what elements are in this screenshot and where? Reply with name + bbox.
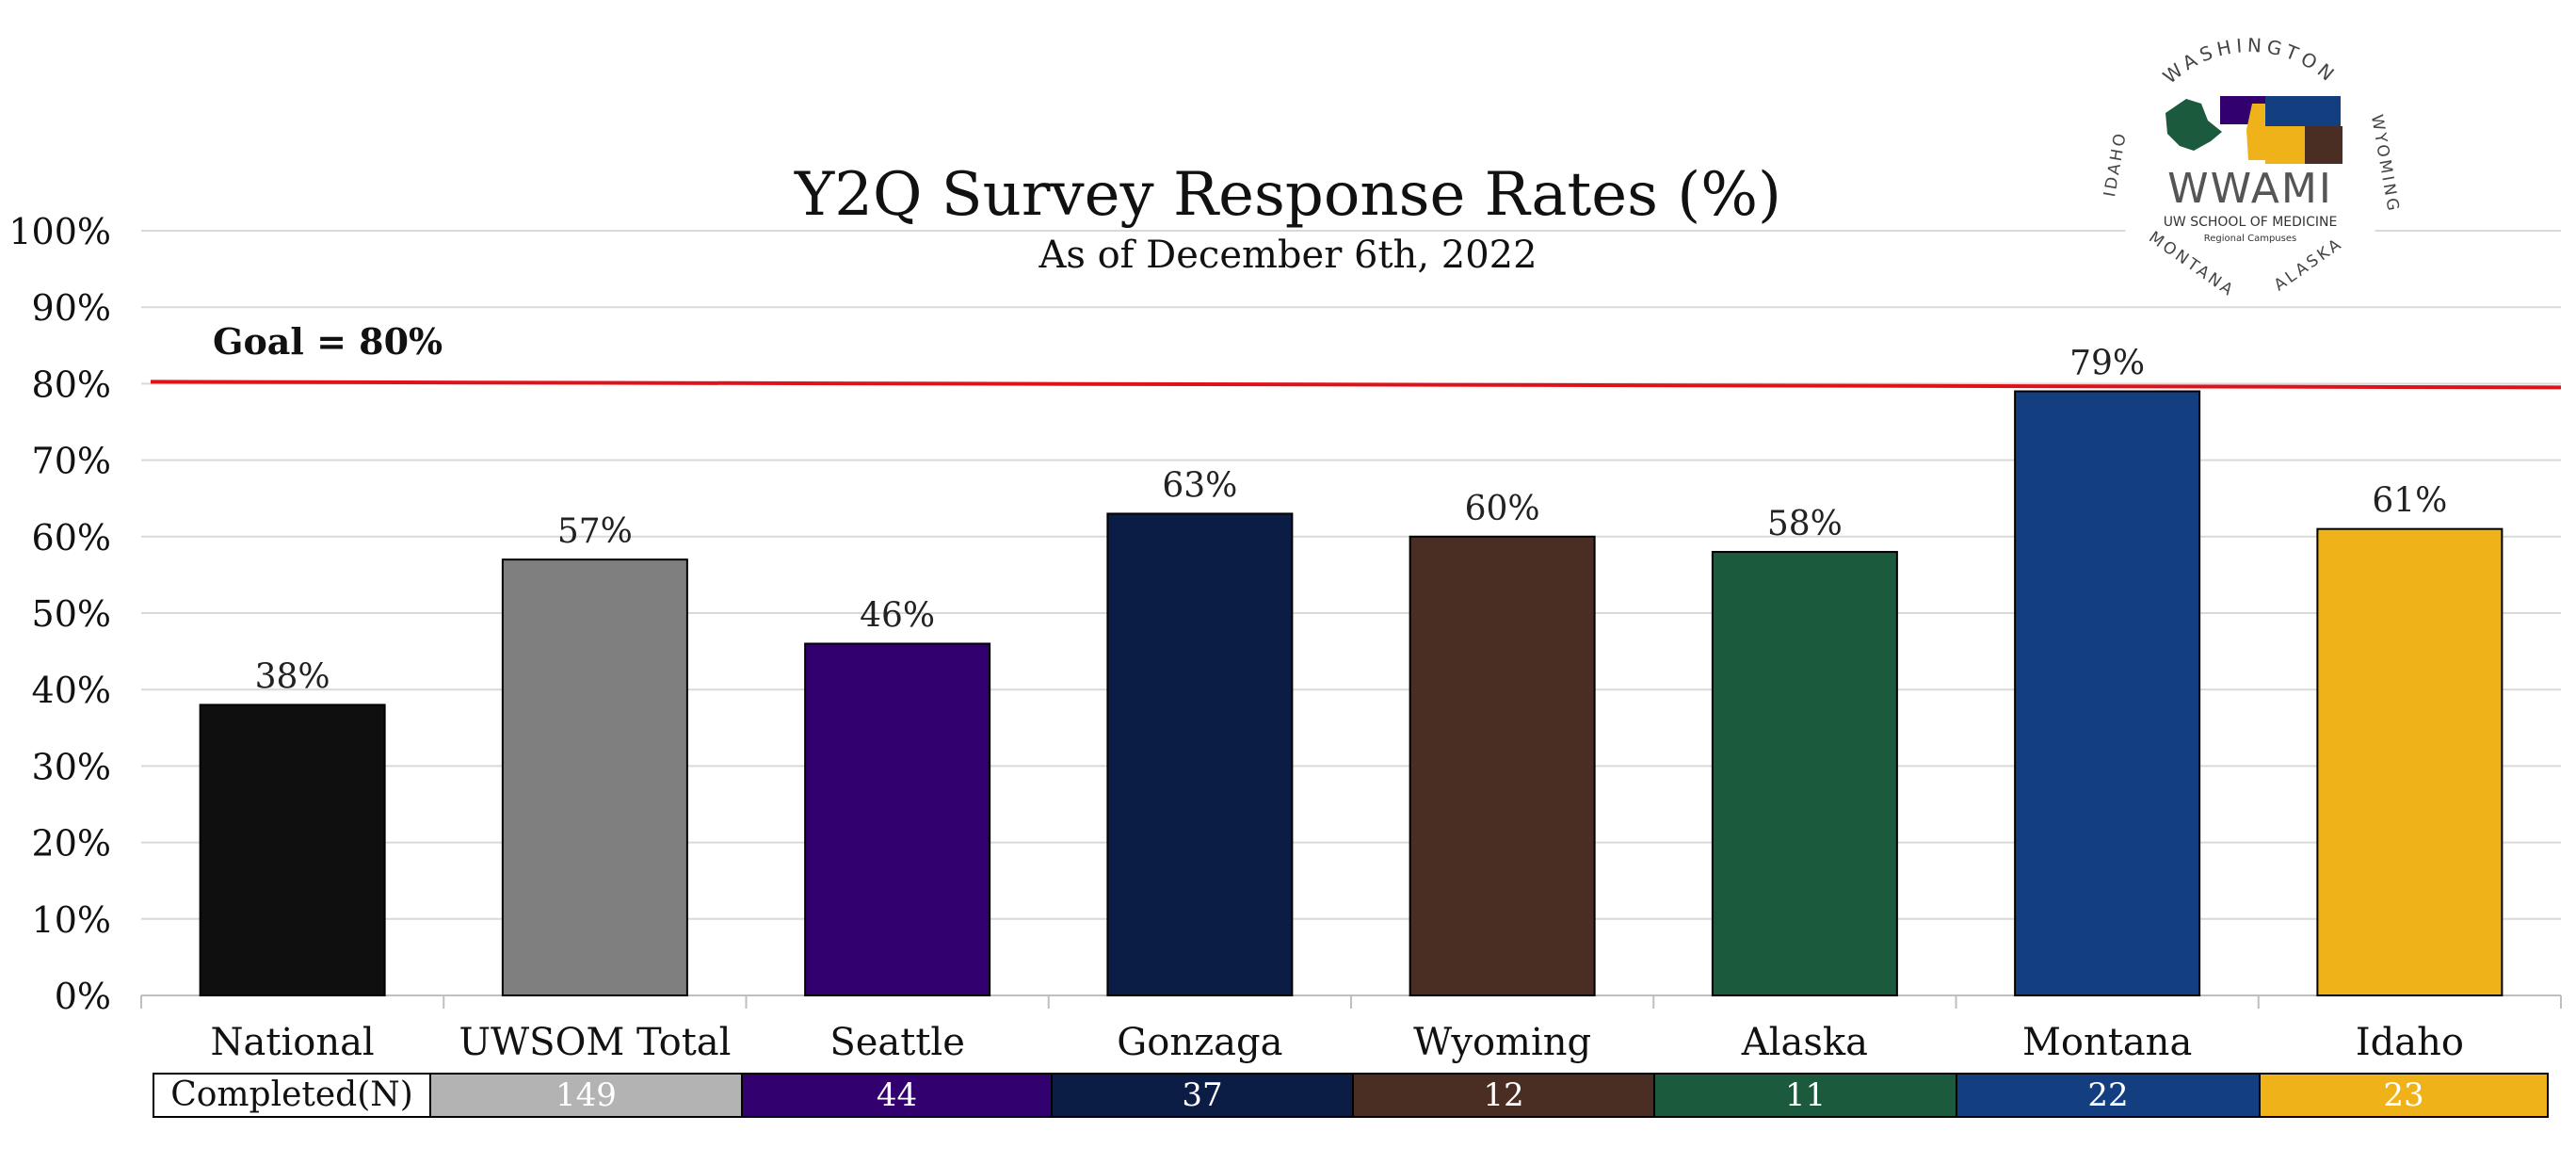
y-tick-label: 40%: [32, 670, 111, 711]
chart-subtitle: As of December 6th, 2022: [1038, 234, 1538, 277]
category-label: National: [211, 1021, 375, 1064]
data-label: 61%: [2372, 482, 2447, 521]
data-label: 60%: [1465, 490, 1540, 528]
data-label: 57%: [557, 512, 633, 551]
y-tick-label: 10%: [32, 899, 111, 941]
completed-cell: [1352, 1073, 1655, 1118]
category-label: Gonzaga: [1117, 1021, 1282, 1064]
data-label: 63%: [1162, 466, 1237, 505]
category-label: Wyoming: [1413, 1021, 1591, 1064]
logo-line1: UW SCHOOL OF MEDICINE: [2164, 215, 2338, 230]
data-label: 79%: [2069, 345, 2145, 383]
goal-line: [150, 380, 2562, 390]
y-tick-label: 80%: [32, 364, 111, 405]
bar: [1711, 551, 1898, 996]
bar: [1409, 535, 1596, 996]
completed-value: 23: [2383, 1076, 2423, 1114]
y-tick-label: 70%: [32, 441, 111, 482]
completed-value: 44: [877, 1076, 917, 1114]
y-tick-label: 0%: [55, 976, 111, 1017]
completed-value: 37: [1182, 1076, 1222, 1114]
bar: [501, 558, 688, 996]
completed-value: 22: [2087, 1076, 2128, 1114]
data-label: 38%: [255, 657, 330, 696]
logo-name: WWAMI: [2167, 165, 2333, 213]
completed-cell: [741, 1073, 1053, 1118]
goal-label: Goal = 80%: [213, 320, 443, 363]
y-tick-label: 30%: [32, 746, 111, 787]
completed-header: Completed(N): [170, 1075, 413, 1114]
data-label: 46%: [860, 596, 935, 635]
bar: [1106, 512, 1294, 996]
completed-value: 149: [555, 1076, 617, 1114]
chart-title: Y2Q Survey Response Rates (%): [795, 160, 1781, 230]
category-label: UWSOM Total: [459, 1021, 731, 1064]
completed-cell: [1956, 1073, 2261, 1118]
bar: [2316, 527, 2504, 996]
completed-value: 11: [1785, 1076, 1826, 1114]
y-tick-label: 90%: [32, 287, 111, 329]
wwami-logo: WASHINGTON IDAHO WYOMING MONTANA ALASKA …: [2101, 24, 2403, 306]
y-tick-label: 100%: [8, 211, 111, 252]
category-label: Alaska: [1741, 1021, 1868, 1064]
category-label: Montana: [2022, 1021, 2192, 1064]
completed-value: 12: [1483, 1076, 1523, 1114]
bar: [804, 642, 991, 996]
y-tick-label: 50%: [32, 593, 111, 635]
y-tick-label: 20%: [32, 823, 111, 865]
bar: [199, 703, 386, 996]
bar: [2014, 390, 2201, 996]
category-label: Idaho: [2356, 1021, 2464, 1064]
completed-cell: [1051, 1073, 1354, 1118]
logo-line2: Regional Campuses: [2204, 234, 2296, 244]
completed-cell: [2259, 1073, 2549, 1118]
category-label: Seattle: [829, 1021, 965, 1064]
states-map-icon: [2165, 96, 2343, 164]
completed-header-cell: [153, 1073, 431, 1118]
data-label: 58%: [1767, 505, 1843, 543]
y-tick-label: 60%: [32, 517, 111, 558]
